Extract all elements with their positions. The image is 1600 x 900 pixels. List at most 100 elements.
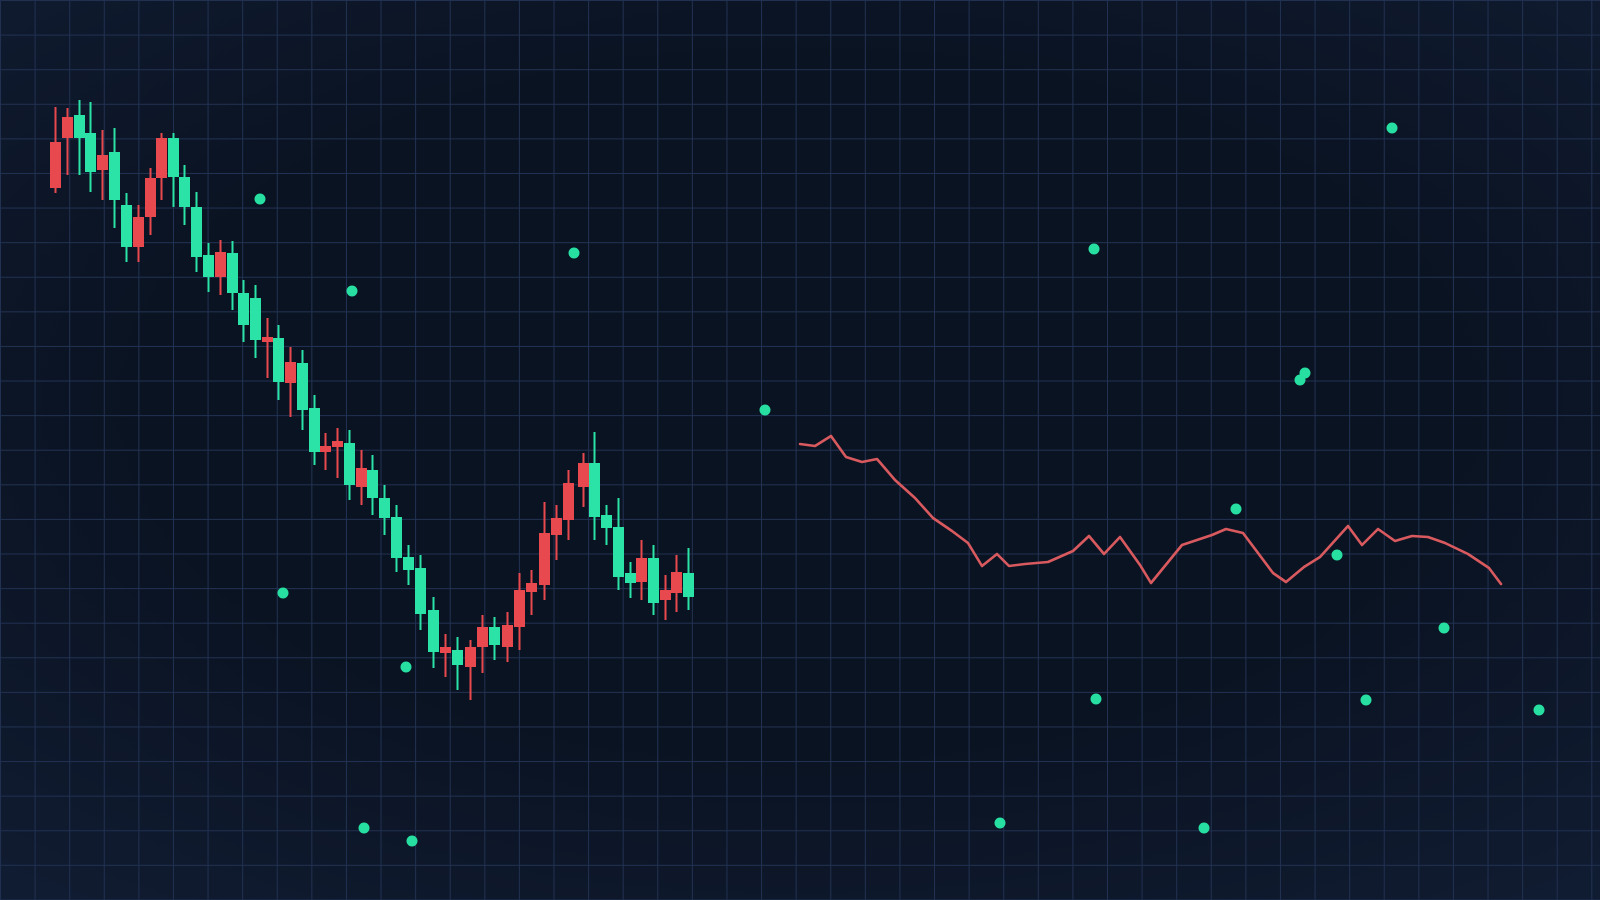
candle-body xyxy=(683,573,694,597)
candle-body xyxy=(403,557,414,570)
candle-body xyxy=(636,558,647,582)
candle-body xyxy=(332,441,343,447)
candlestick xyxy=(625,562,636,598)
candle-body xyxy=(440,647,451,653)
scatter-dot xyxy=(1088,243,1100,255)
scatter-dot xyxy=(277,587,289,599)
candle-body xyxy=(391,517,402,558)
candlestick xyxy=(526,570,537,615)
candlestick xyxy=(133,205,144,262)
candle-body xyxy=(344,443,355,485)
candle-body xyxy=(465,647,476,667)
candlestick xyxy=(145,168,156,235)
scatter-dot xyxy=(400,661,412,673)
candle-body xyxy=(514,590,525,627)
candle-body xyxy=(85,133,96,172)
candlestick xyxy=(309,395,320,465)
candlestick xyxy=(121,193,132,262)
candlestick xyxy=(262,318,273,378)
candle-body xyxy=(671,572,682,593)
candle-body xyxy=(50,142,61,188)
candle-body xyxy=(227,253,238,293)
candlestick xyxy=(465,640,476,700)
scatter-dot xyxy=(1230,503,1242,515)
scatter-dot xyxy=(1299,367,1311,379)
candlestick xyxy=(563,470,574,540)
candle-body xyxy=(273,338,284,382)
candlestick xyxy=(109,128,120,228)
scatter-dot xyxy=(358,822,370,834)
scatter-dot xyxy=(406,835,418,847)
candle-body xyxy=(145,178,156,217)
candlestick xyxy=(613,498,624,590)
candle-body xyxy=(297,363,308,410)
candlestick xyxy=(477,615,488,673)
scatter-dot xyxy=(254,193,266,205)
candlestick xyxy=(74,100,85,175)
candlestick xyxy=(601,505,612,545)
scatter-dot-series xyxy=(254,122,1545,847)
candlestick xyxy=(332,428,343,478)
scatter-dot xyxy=(1386,122,1398,134)
candle-body xyxy=(415,568,426,614)
candle-body xyxy=(309,408,320,452)
candle-body xyxy=(215,252,226,277)
trend-line xyxy=(798,434,1503,586)
candle-body xyxy=(613,527,624,577)
candle-body xyxy=(379,498,390,518)
candlestick xyxy=(85,102,96,192)
candle-body xyxy=(285,362,296,383)
candle-body xyxy=(551,518,562,535)
candlestick xyxy=(215,240,226,295)
candle-body xyxy=(452,650,463,665)
candlestick xyxy=(250,285,261,358)
candle-body xyxy=(601,515,612,528)
candle-body xyxy=(502,625,513,647)
scatter-dot xyxy=(1331,549,1343,561)
scatter-dot xyxy=(568,247,580,259)
candlestick xyxy=(683,548,694,610)
candlestick xyxy=(636,540,647,600)
candlestick xyxy=(514,573,525,650)
candlestick xyxy=(238,280,249,342)
candlestick xyxy=(273,325,284,400)
candle-body xyxy=(428,610,439,652)
scatter-dot xyxy=(759,404,771,416)
candle-body xyxy=(97,155,108,170)
scatter-dot xyxy=(1090,693,1102,705)
candlestick xyxy=(168,133,179,207)
scatter-dot xyxy=(1198,822,1210,834)
candle-body xyxy=(660,590,671,600)
candle-body xyxy=(109,152,120,200)
candle-body xyxy=(179,177,190,207)
candlestick xyxy=(551,505,562,560)
candlestick xyxy=(589,432,600,540)
candle-body xyxy=(250,298,261,340)
candlestick xyxy=(320,433,331,470)
candlestick xyxy=(344,430,355,500)
candlestick xyxy=(367,455,378,515)
candlestick xyxy=(578,453,589,507)
scatter-dot xyxy=(346,285,358,297)
candle-body xyxy=(156,138,167,178)
candlestick-series xyxy=(50,100,694,700)
candle-body xyxy=(191,207,202,257)
candle-body xyxy=(578,463,589,487)
candlestick xyxy=(62,108,73,175)
candlestick xyxy=(403,545,414,585)
candlestick xyxy=(539,502,550,600)
candlestick xyxy=(156,133,167,200)
candle-body xyxy=(648,558,659,603)
candlestick xyxy=(285,347,296,417)
candle-body xyxy=(74,115,85,138)
candlestick xyxy=(227,241,238,310)
candlestick xyxy=(203,243,214,292)
candle-body xyxy=(539,533,550,585)
candle-body xyxy=(356,468,367,487)
trend-line-series xyxy=(798,434,1503,586)
candlestick xyxy=(50,107,61,193)
candlestick xyxy=(489,617,500,660)
candlestick xyxy=(502,612,513,662)
